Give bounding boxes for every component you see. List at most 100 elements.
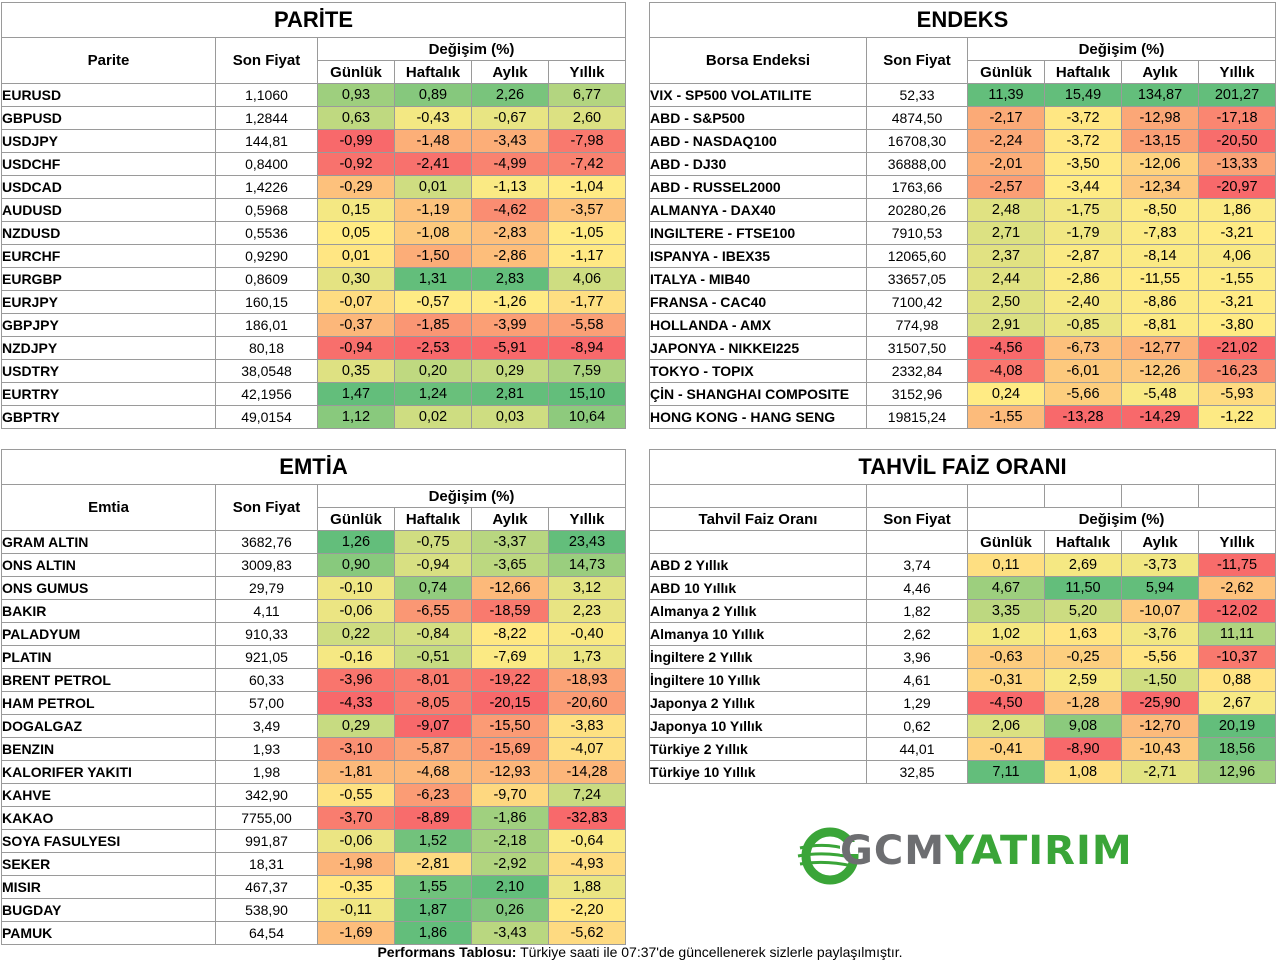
endeks-row-change: -3,72 bbox=[1044, 129, 1122, 153]
parite-row-change: -1,48 bbox=[394, 129, 472, 153]
endeks-row-change: -4,08 bbox=[967, 359, 1045, 383]
tahvil-row: İngiltere 2 Yıllık 3,96 -0,63 -0,25 -5,56 -10… bbox=[649, 645, 1276, 669]
endeks-row-change: -2,87 bbox=[1044, 244, 1122, 268]
tahvil-row-change: 1,63 bbox=[1044, 622, 1122, 646]
endeks-row-change: -13,15 bbox=[1121, 129, 1199, 153]
endeks-row-change: 2,71 bbox=[967, 221, 1045, 245]
globe-swoosh-icon bbox=[797, 827, 859, 885]
endeks-row: VIX - SP500 VOLATILITE 52,33 11,39 15,49 134… bbox=[649, 83, 1276, 107]
parite-row-change: 0,05 bbox=[317, 221, 395, 245]
tahvil-row-price: 0,62 bbox=[866, 714, 968, 738]
endeks-row-price: 16708,30 bbox=[866, 129, 968, 153]
tahvil-row-name: Almanya 10 Yıllık bbox=[649, 622, 867, 646]
endeks-row-change: -12,98 bbox=[1121, 106, 1199, 130]
emtia-row-change: -0,64 bbox=[548, 829, 626, 853]
emtia-row-change: 0,22 bbox=[317, 622, 395, 646]
parite-row-change: 7,59 bbox=[548, 359, 626, 383]
parite-col-price: Son Fiyat bbox=[215, 37, 318, 84]
tahvil-row-name: Almanya 2 Yıllık bbox=[649, 599, 867, 623]
tahvil-col-change: Değişim (%) bbox=[967, 507, 1276, 531]
tahvil-row-price: 3,74 bbox=[866, 553, 968, 577]
emtia-row-name: BRENT PETROL bbox=[1, 668, 216, 692]
endeks-row-name: HOLLANDA - AMX bbox=[649, 313, 867, 337]
tahvil-row-change: 2,67 bbox=[1198, 691, 1276, 715]
tahvil-row-change: 20,19 bbox=[1198, 714, 1276, 738]
parite-row-price: 0,5536 bbox=[215, 221, 318, 245]
emtia-row-change: -0,84 bbox=[394, 622, 472, 646]
emtia-row-change: -1,81 bbox=[317, 760, 395, 784]
emtia-row-name: BENZIN bbox=[1, 737, 216, 761]
endeks-row-change: -8,86 bbox=[1121, 290, 1199, 314]
emtia-row-change: -3,70 bbox=[317, 806, 395, 830]
tahvil-blank-cell bbox=[866, 484, 968, 508]
parite-row-price: 1,1060 bbox=[215, 83, 318, 107]
endeks-row-price: 7100,42 bbox=[866, 290, 968, 314]
parite-row-change: -0,94 bbox=[317, 336, 395, 360]
logo-yatirim: YATIRIM bbox=[945, 828, 1133, 874]
endeks-row: INGILTERE - FTSE100 7910,53 2,71 -1,79 -7,83… bbox=[649, 221, 1276, 245]
parite-row-change: 0,93 bbox=[317, 83, 395, 107]
footer-text: Türkiye saati ile 07:37'de güncellenerek… bbox=[516, 944, 903, 960]
emtia-row-change: -6,55 bbox=[394, 599, 472, 623]
parite-row-change: -1,85 bbox=[394, 313, 472, 337]
tahvil-row-change: 2,69 bbox=[1044, 553, 1122, 577]
parite-row-change: -1,26 bbox=[471, 290, 549, 314]
tahvil-row-change: -12,70 bbox=[1121, 714, 1199, 738]
parite-row-change: -0,57 bbox=[394, 290, 472, 314]
tahvil-row-change: -0,25 bbox=[1044, 645, 1122, 669]
emtia-row-change: -12,66 bbox=[471, 576, 549, 600]
parite-row-change: 0,29 bbox=[471, 359, 549, 383]
parite-row-change: -0,07 bbox=[317, 290, 395, 314]
emtia-row: SEKER 18,31 -1,98 -2,81 -2,92 -4,93 bbox=[1, 852, 626, 876]
emtia-row-name: KAHVE bbox=[1, 783, 216, 807]
endeks-row-change: -12,26 bbox=[1121, 359, 1199, 383]
tahvil-row-change: -8,90 bbox=[1044, 737, 1122, 761]
emtia-row-change: 1,88 bbox=[548, 875, 626, 899]
emtia-row-change: -1,86 bbox=[471, 806, 549, 830]
parite-row: EURTRY 42,1956 1,47 1,24 2,81 15,10 bbox=[1, 382, 626, 406]
emtia-col-price: Son Fiyat bbox=[215, 484, 318, 531]
emtia-row: KALORIFER YAKITI 1,98 -1,81 -4,68 -12,93 -14,… bbox=[1, 760, 626, 784]
emtia-row-change: -8,22 bbox=[471, 622, 549, 646]
tahvil-row: Japonya 2 Yıllık 1,29 -4,50 -1,28 -25,90 2,67 bbox=[649, 691, 1276, 715]
emtia-row-change: -0,40 bbox=[548, 622, 626, 646]
parite-col-change: Değişim (%) bbox=[317, 37, 626, 61]
endeks-row: HONG KONG - HANG SENG 19815,24 -1,55 -13,28… bbox=[649, 405, 1276, 429]
tahvil-row-change: 1,08 bbox=[1044, 760, 1122, 784]
endeks-row-price: 4874,50 bbox=[866, 106, 968, 130]
emtia-row-change: 2,23 bbox=[548, 599, 626, 623]
endeks-period-monthly: Aylık bbox=[1121, 60, 1199, 84]
tahvil-row-change: -3,73 bbox=[1121, 553, 1199, 577]
tahvil-row-price: 2,62 bbox=[866, 622, 968, 646]
parite-row-price: 0,5968 bbox=[215, 198, 318, 222]
endeks-row-change: 15,49 bbox=[1044, 83, 1122, 107]
tahvil-row-name: İngiltere 10 Yıllık bbox=[649, 668, 867, 692]
parite-row-change: -5,58 bbox=[548, 313, 626, 337]
emtia-row-change: -0,51 bbox=[394, 645, 472, 669]
parite-row-change: -1,50 bbox=[394, 244, 472, 268]
parite-row: GBPTRY 49,0154 1,12 0,02 0,03 10,64 bbox=[1, 405, 626, 429]
endeks-row-change: -20,97 bbox=[1198, 175, 1276, 199]
emtia-row-change: -32,83 bbox=[548, 806, 626, 830]
endeks-row: ISPANYA - IBEX35 12065,60 2,37 -2,87 -8,14 4,… bbox=[649, 244, 1276, 268]
endeks-period-daily: Günlük bbox=[967, 60, 1045, 84]
emtia-row: GRAM ALTIN 3682,76 1,26 -0,75 -3,37 23,43 bbox=[1, 530, 626, 554]
parite-row-change: -3,43 bbox=[471, 129, 549, 153]
emtia-row-price: 4,11 bbox=[215, 599, 318, 623]
tahvil-row-change: 5,20 bbox=[1044, 599, 1122, 623]
tahvil-row-change: -1,50 bbox=[1121, 668, 1199, 692]
emtia-row-name: BAKIR bbox=[1, 599, 216, 623]
tahvil-row-change: -12,02 bbox=[1198, 599, 1276, 623]
parite-row: EURGBP 0,8609 0,30 1,31 2,83 4,06 bbox=[1, 267, 626, 291]
parite-row-change: 4,06 bbox=[548, 267, 626, 291]
tahvil-row-name: Türkiye 2 Yıllık bbox=[649, 737, 867, 761]
endeks-row-change: -3,44 bbox=[1044, 175, 1122, 199]
emtia-row-change: -9,70 bbox=[471, 783, 549, 807]
parite-row-price: 1,4226 bbox=[215, 175, 318, 199]
tahvil-row-change: 11,50 bbox=[1044, 576, 1122, 600]
emtia-row: SOYA FASULYESI 991,87 -0,06 1,52 -2,18 -0,64 bbox=[1, 829, 626, 853]
emtia-row-change: -15,69 bbox=[471, 737, 549, 761]
parite-row-change: -2,83 bbox=[471, 221, 549, 245]
emtia-row-name: BUGDAY bbox=[1, 898, 216, 922]
emtia-row-price: 64,54 bbox=[215, 921, 318, 945]
